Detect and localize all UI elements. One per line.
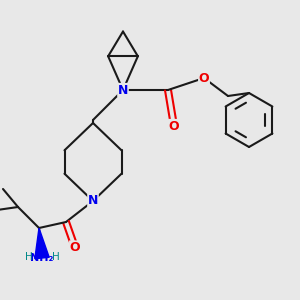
Text: O: O [199,71,209,85]
Text: H: H [52,251,59,262]
Polygon shape [35,228,49,259]
Text: O: O [169,119,179,133]
Text: N: N [118,83,128,97]
Text: O: O [70,241,80,254]
Text: NH₂: NH₂ [30,253,54,263]
Text: H: H [25,251,32,262]
Text: N: N [88,194,98,208]
